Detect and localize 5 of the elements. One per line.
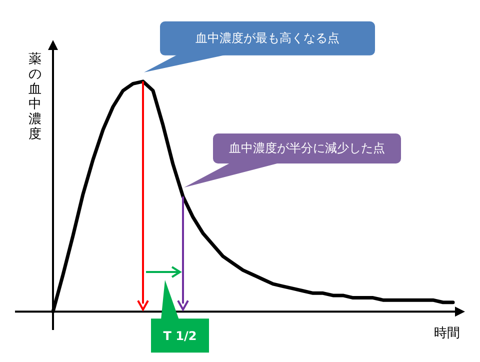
text: T 1/2 (151, 318, 209, 353)
y-axis-title: 薬の血中濃度 (28, 52, 42, 142)
x-axis-title: 時間 (434, 324, 460, 342)
text: 血中濃度が最も高くなる点 (160, 21, 375, 56)
annotation: 血中濃度が半分に減少した点 (213, 134, 401, 164)
